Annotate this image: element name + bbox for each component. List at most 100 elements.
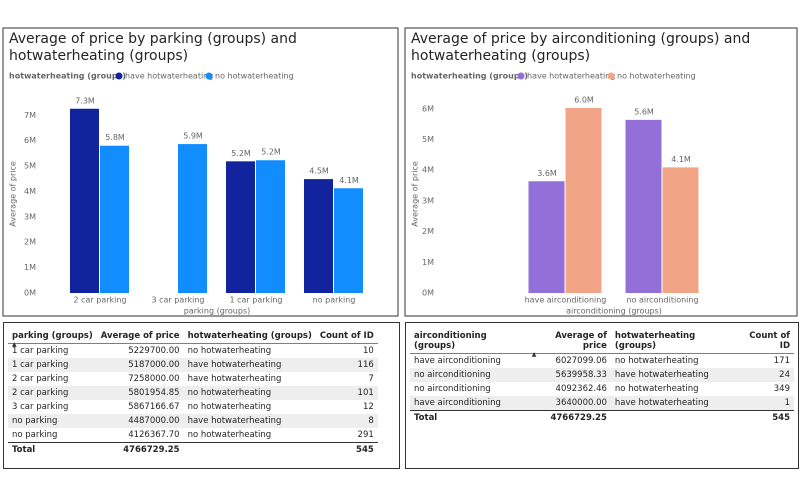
x-tick-label: 2 car parking <box>73 296 126 305</box>
table-cell: 3640000.00 <box>527 396 611 411</box>
data-label: 4.1M <box>339 176 359 185</box>
table-cell: 116 <box>315 358 378 372</box>
table-panel: airconditioning (groups) Average of price… <box>405 322 799 469</box>
y-tick-label: 2M <box>24 238 36 247</box>
legend-label: have hotwaterheating <box>125 72 213 81</box>
legend-marker <box>517 72 525 80</box>
column-header: Count of ID <box>315 329 378 344</box>
data-label: 5.6M <box>634 107 654 116</box>
y-tick-label: 4M <box>422 166 434 175</box>
table-cell: 5639958.33 <box>527 368 611 382</box>
chart-title: Average of price by parking (groups) and… <box>9 31 297 64</box>
table-row: 1 car parking 5187000.00 have hotwaterheat… <box>8 358 378 372</box>
table-cell: have hotwaterheating <box>610 396 737 411</box>
bar <box>662 167 699 293</box>
table-cell: have airconditioning <box>410 396 528 411</box>
table-cell: no hotwaterheating <box>183 386 316 400</box>
table-cell: 2 car parking <box>12 374 69 384</box>
legend-title: hotwaterheating (groups) <box>9 72 126 81</box>
table-cell: 10 <box>362 346 374 356</box>
total-label: Total <box>410 410 528 425</box>
legend-label: no hotwaterheating <box>617 72 696 81</box>
table-cell: 5229700.00 <box>128 346 180 356</box>
y-tick-label: 3M <box>24 212 36 221</box>
y-tick-label: 2M <box>422 227 434 236</box>
y-axis-title: Average of price <box>411 161 420 227</box>
legend-label: have hotwaterheating <box>527 72 615 81</box>
table-cell: no parking <box>12 430 58 440</box>
x-axis-title: airconditioning (groups) <box>566 307 662 316</box>
column-header: parking (groups) ▲ <box>8 329 97 348</box>
data-label: 5.8M <box>105 133 125 142</box>
bar <box>528 181 565 293</box>
table-cell: 1 car parking <box>12 346 69 356</box>
table-cell: have hotwaterheating <box>187 374 282 384</box>
legend-marker <box>115 72 123 80</box>
table-cell: 7258000.00 <box>128 374 180 384</box>
table-row: have airconditioning 6027099.06 no hotwate… <box>410 354 794 369</box>
table-cell: have hotwaterheating <box>183 414 316 428</box>
column-header: airconditioning (groups) <box>410 329 528 354</box>
table-cell: 5801954.85 <box>96 386 184 400</box>
bar <box>70 108 99 294</box>
header-row: parking (groups) ▲ Average of price hotwate… <box>8 329 378 348</box>
table-cell: have hotwaterheating <box>183 358 316 372</box>
total-blank <box>610 410 737 425</box>
legend-label: no hotwaterheating <box>215 72 294 81</box>
table-row: 2 car parking 7258000.00 have hotwaterheat… <box>8 372 378 386</box>
data-label: 4.1M <box>671 155 691 164</box>
table-row: 3 car parking 5867166.67 no hotwaterheatin… <box>8 400 378 414</box>
data-label: 3.6M <box>537 169 557 178</box>
table-cell: 291 <box>357 430 374 440</box>
table-row: no airconditioning 4092362.46 no hotwaterh… <box>410 382 794 396</box>
data-label: 4.5M <box>309 167 329 176</box>
table-cell: 7 <box>368 374 374 384</box>
table-cell: 101 <box>315 386 378 400</box>
table-cell: no hotwaterheating <box>614 356 699 366</box>
y-tick-label: 0M <box>422 289 434 298</box>
table-cell: 1 <box>736 396 794 411</box>
total-label: Total <box>8 442 97 457</box>
legend-marker <box>607 72 615 80</box>
y-tick-label: 0M <box>24 289 36 298</box>
table-cell: 4487000.00 <box>96 414 184 428</box>
data-label: 5.2M <box>261 148 281 157</box>
data-label: 7.3M <box>75 96 95 105</box>
bar <box>334 188 363 293</box>
column-header: hotwaterheating (groups) <box>610 329 737 354</box>
column-header: hotwaterheating (groups) <box>183 329 316 344</box>
total-row: Total 4766729.25 545 <box>8 442 378 457</box>
y-tick-label: 1M <box>24 263 36 272</box>
y-tick-label: 7M <box>24 111 36 120</box>
x-tick-label: have airconditioning <box>525 296 607 305</box>
sort-indicator: ▲ <box>12 341 17 348</box>
y-tick-label: 6M <box>422 104 434 113</box>
table-cell: 4126367.70 <box>128 430 180 440</box>
table-cell: no hotwaterheating <box>614 384 699 394</box>
table-cell: 6027099.06 <box>555 356 607 366</box>
table-row: no airconditioning 5639958.33 have hotwate… <box>410 368 794 382</box>
y-tick-label: 6M <box>24 136 36 145</box>
table-cell: 12 <box>362 402 374 412</box>
data-label: 5.9M <box>183 132 203 141</box>
y-tick-label: 5M <box>24 162 36 171</box>
legend-title: hotwaterheating (groups) <box>411 72 528 81</box>
x-tick-label: no airconditioning <box>626 296 698 305</box>
table-cell: have airconditioning <box>414 356 501 366</box>
table-cell: 3 car parking <box>12 402 69 412</box>
total-average: 4766729.25 <box>96 442 184 457</box>
table-cell: 5867166.67 <box>128 402 180 412</box>
x-axis-title: parking (groups) <box>184 307 250 316</box>
table-cell: 4092362.46 <box>555 384 607 394</box>
y-axis-title: Average of price <box>9 161 18 227</box>
total-average: 4766729.25 <box>527 410 611 425</box>
table-cell: no airconditioning <box>414 384 491 394</box>
bar <box>256 160 285 293</box>
total-blank <box>183 442 316 457</box>
table-cell: 349 <box>773 384 790 394</box>
total-count: 545 <box>736 410 794 425</box>
y-tick-label: 1M <box>422 258 434 267</box>
table-cell: 2 car parking <box>8 386 97 400</box>
bar <box>178 144 207 293</box>
